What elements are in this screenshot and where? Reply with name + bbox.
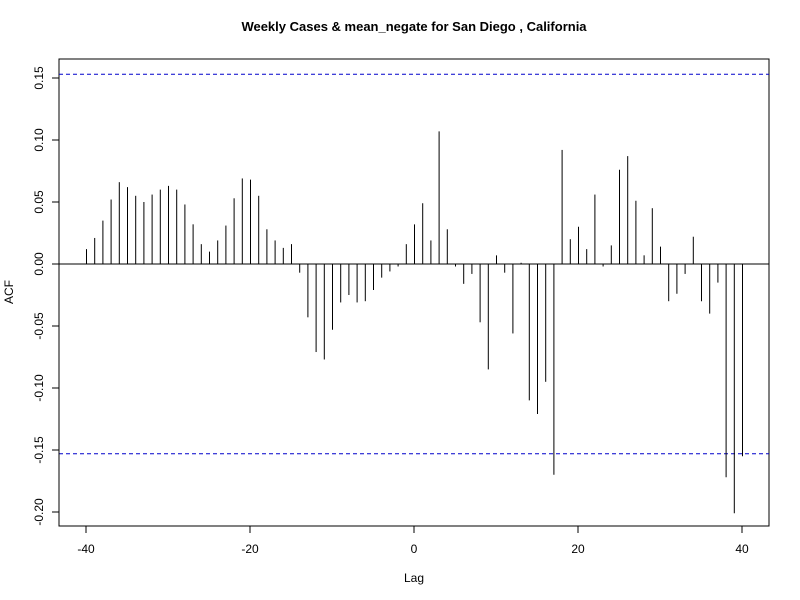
y-tick-label: 0.05	[32, 190, 46, 214]
x-axis: -40 -20 0 20 40	[77, 525, 749, 556]
y-tick-label: 0.10	[32, 128, 46, 152]
plot-frame	[58, 58, 770, 527]
x-axis-label: Lag	[404, 571, 424, 585]
x-tick-label: -40	[77, 542, 95, 556]
x-tick-label: 0	[411, 542, 418, 556]
y-axis: -0.20 -0.15 -0.10 -0.05 0.00 0.05 0.10 0.15	[32, 66, 60, 526]
y-tick-label: -0.10	[32, 374, 46, 402]
x-tick-label: 40	[735, 542, 749, 556]
y-tick-label: -0.15	[32, 436, 46, 464]
y-tick-label: -0.05	[32, 312, 46, 340]
confidence-bands	[59, 73, 769, 455]
y-tick-label: -0.20	[32, 498, 46, 526]
acf-bars	[86, 131, 743, 514]
x-tick-label: 20	[571, 542, 585, 556]
y-tick-label: 0.15	[32, 66, 46, 90]
chart-title: Weekly Cases & mean_negate for San Diego…	[241, 19, 587, 34]
x-tick-label: -20	[241, 542, 259, 556]
y-tick-label: 0.00	[32, 252, 46, 276]
y-axis-label: ACF	[2, 280, 16, 304]
